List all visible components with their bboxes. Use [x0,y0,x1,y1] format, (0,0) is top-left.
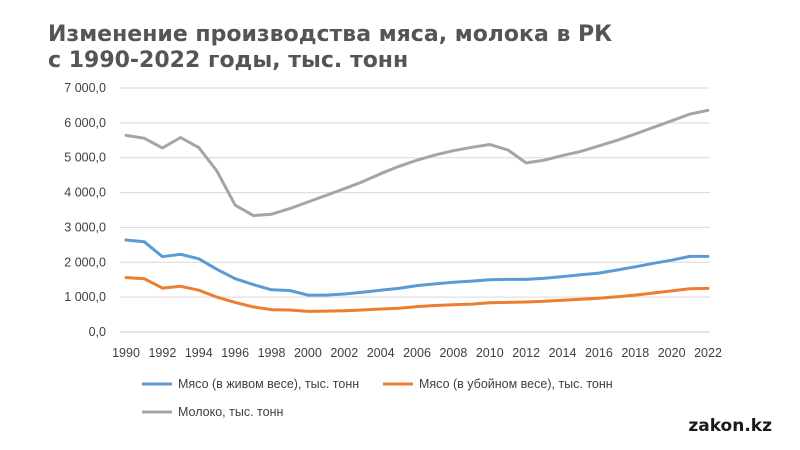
x-tick-label: 2000 [294,346,322,360]
y-tick-label: 7 000,0 [64,81,106,95]
chart-title-line-1: Изменение производства мяса, молока в РК [48,22,613,47]
legend-label-1: Мясо (в живом весе), тыс. тонн [178,377,359,391]
y-tick-label: 5 000,0 [64,151,106,165]
y-tick-label: 0,0 [89,325,106,339]
chart-title: Изменение производства мяса, молока в РК… [48,22,612,74]
x-tick-label: 1996 [221,346,249,360]
x-axis-tick-labels: 1990 1992 1994 1996 1998 2000 2002 2004 2006 2008… [112,346,722,360]
chart-title-line-2: с 1990-2022 годы, тыс. тонн [48,48,409,73]
series-lines [124,108,710,313]
x-tick-label: 2008 [439,346,467,360]
x-tick-label: 2020 [658,346,686,360]
grid-lines [120,87,710,333]
legend: Мясо (в живом весе), тыс. тонн Мясо (в уб… [142,377,613,419]
x-tick-label: 1992 [148,346,176,360]
x-tick-label: 2014 [549,346,577,360]
x-tick-label: 2004 [367,346,395,360]
x-tick-label: 2022 [694,346,722,360]
y-tick-label: 2 000,0 [64,255,106,269]
x-tick-label: 2002 [330,346,358,360]
x-tick-label: 1998 [258,346,286,360]
x-tick-label: 2016 [585,346,613,360]
x-tick-label: 2010 [476,346,504,360]
legend-label-3: Молоко, тыс. тонн [178,405,283,419]
x-tick-label: 1994 [185,346,213,360]
y-tick-label: 4 000,0 [64,186,106,200]
y-tick-label: 6 000,0 [64,116,106,130]
legend-label-2: Мясо (в убойном весе), тыс. тонн [419,377,613,391]
x-tick-label: 2012 [512,346,540,360]
y-tick-label: 1 000,0 [64,290,106,304]
series-line-2 [124,276,710,313]
x-tick-label: 1990 [112,346,140,360]
y-axis-tick-labels: 0,0 1 000,0 2 000,0 3 000,0 4 000,0 5 000,0 6 … [64,81,106,339]
brand-logo-text: zakon.kz [688,416,772,436]
series-line-3 [124,108,710,218]
x-tick-label: 2018 [621,346,649,360]
x-tick-label: 2006 [403,346,431,360]
series-line-1 [124,238,710,297]
y-tick-label: 3 000,0 [64,220,106,234]
